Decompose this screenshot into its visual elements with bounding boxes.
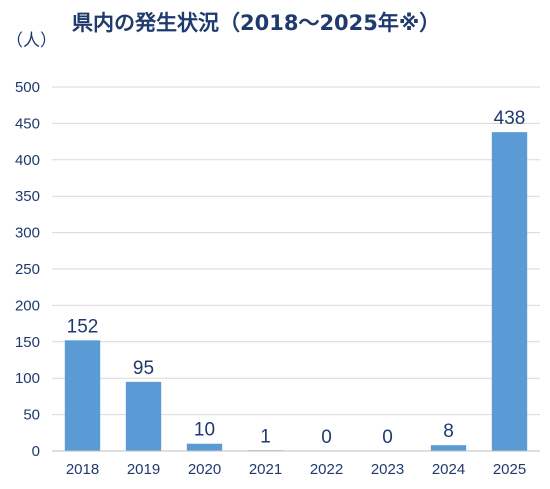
bar-2019 [125, 381, 162, 451]
y-tick-label: 500 [15, 79, 40, 96]
x-tick-label: 2018 [66, 461, 99, 478]
bar-2024 [430, 445, 467, 451]
y-tick-label: 450 [15, 115, 40, 132]
x-tick-label: 2025 [493, 461, 526, 478]
chart-title: 県内の発生状況（2018～2025年※） [72, 11, 440, 35]
y-axis-unit-label: （人） [6, 31, 57, 51]
y-tick-label: 0 [32, 443, 40, 460]
x-tick-label: 2023 [371, 461, 404, 478]
data-label-2023: 0 [382, 427, 393, 448]
y-tick-label: 200 [15, 297, 40, 314]
data-label-2024: 8 [443, 421, 454, 442]
data-label-2021: 1 [260, 426, 271, 447]
data-label-2022: 0 [321, 427, 332, 448]
bar-2020 [186, 443, 223, 451]
x-tick-label: 2019 [127, 461, 160, 478]
y-axis-ticks: 0 50 100 150 200 250 300 350 400 450 500 [15, 79, 40, 460]
y-tick-label: 350 [15, 188, 40, 205]
x-tick-label: 2024 [432, 461, 465, 478]
x-tick-label: 2020 [188, 461, 221, 478]
y-tick-label: 250 [15, 261, 40, 278]
y-tick-label: 400 [15, 152, 40, 169]
gridlines [52, 86, 540, 416]
data-label-2019: 95 [133, 358, 154, 379]
data-label-2018: 152 [67, 316, 99, 337]
x-tick-label: 2021 [249, 461, 282, 478]
y-tick-label: 50 [23, 407, 40, 424]
x-tick-label: 2022 [310, 461, 343, 478]
y-tick-label: 100 [15, 370, 40, 387]
bar-2018 [64, 340, 101, 451]
y-tick-label: 300 [15, 225, 40, 242]
data-label-2020: 10 [194, 420, 215, 441]
y-tick-label: 150 [15, 334, 40, 351]
bar-2025 [491, 132, 528, 452]
x-axis-ticks: 2018 2019 2020 2021 2022 2023 2024 2025 [66, 461, 526, 478]
bars [64, 132, 528, 452]
data-label-2025: 438 [494, 108, 526, 129]
